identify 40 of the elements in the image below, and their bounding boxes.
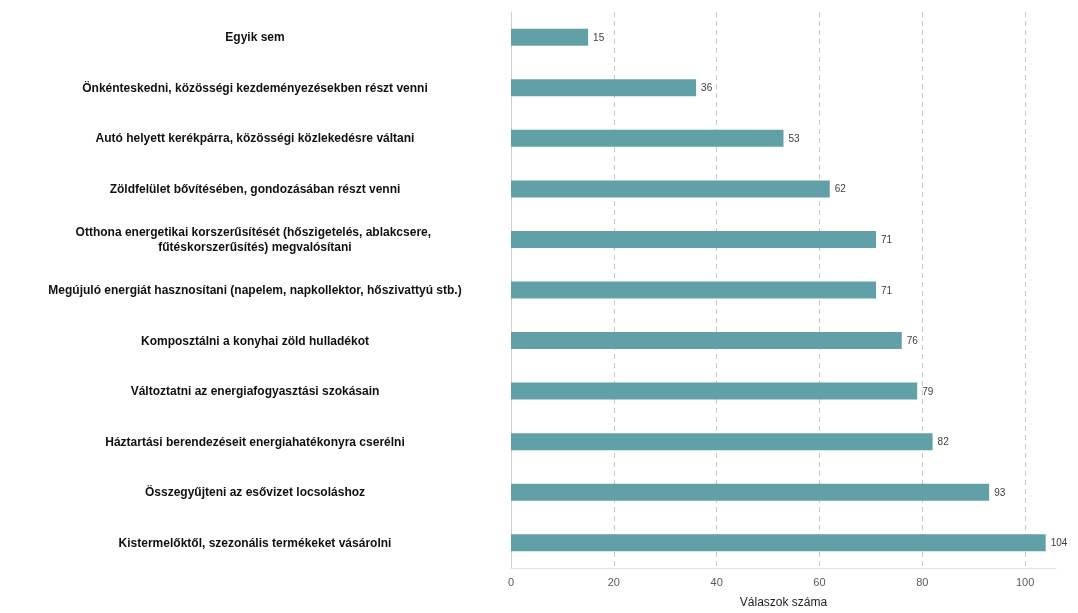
y-tick-label: Háztartási berendezéseit energiahatékonyra cserélni — [105, 434, 405, 449]
bar — [511, 28, 589, 46]
x-tick-label: 40 — [710, 575, 723, 588]
y-tick-label: Kistermelőktől, szezonális termékeket vásárolni — [118, 535, 392, 550]
y-tick-label: Otthona energetikai korszerűsítését (hőszigetelés, ablakcsere, fűtéskorszerűsítés) megvalósítani — [75, 224, 435, 254]
x-tick-label: 20 — [607, 575, 620, 588]
data-label: 36 — [701, 82, 713, 94]
y-tick-label: Önkénteskedni, közösségi kezdeményezésekben részt venni — [82, 79, 428, 95]
bar — [511, 230, 877, 248]
data-label: 76 — [906, 335, 919, 347]
data-label: 93 — [994, 486, 1006, 498]
bar — [511, 79, 697, 97]
bar — [511, 382, 918, 400]
data-label: 104 — [1050, 537, 1068, 549]
y-tick-label: Zöldfelület bővítésében, gondozásában részt venni — [109, 181, 401, 196]
y-tick-label: Autó helyett kerékpárra, közösségi közlekedésre váltani — [95, 131, 415, 146]
data-label: 71 — [881, 233, 893, 245]
data-label: 71 — [881, 284, 893, 296]
y-tick-label: Összegyűjteni az esővizet locsoláshoz — [144, 484, 366, 500]
y-tick-label: Változtatni az energiafogyasztási szokásain — [130, 384, 380, 399]
bar — [511, 180, 830, 198]
x-tick-label: 100 — [1015, 575, 1035, 588]
bar — [511, 129, 784, 147]
y-tick-label: Komposztálni a konyhai zöld hulladékot — [140, 333, 370, 348]
x-tick-label: 0 — [507, 575, 515, 588]
y-tick-label: Egyik sem — [225, 30, 285, 45]
data-label: 79 — [922, 385, 934, 397]
data-label: 15 — [593, 31, 605, 43]
x-axis-title: Válaszok száma — [739, 595, 828, 609]
y-tick-label: Megújuló energiát hasznosítani (napelem, napkollektor, hőszivattyú stb.) — [48, 283, 462, 297]
bar — [511, 534, 1046, 552]
data-label: 82 — [937, 436, 950, 448]
bar — [511, 332, 902, 350]
data-label: 53 — [788, 132, 801, 144]
bar — [511, 281, 877, 299]
bar — [511, 483, 990, 501]
x-tick-label: 80 — [916, 575, 929, 588]
bar — [511, 433, 933, 451]
x-tick-label: 60 — [813, 575, 826, 588]
data-label: 62 — [834, 183, 847, 195]
